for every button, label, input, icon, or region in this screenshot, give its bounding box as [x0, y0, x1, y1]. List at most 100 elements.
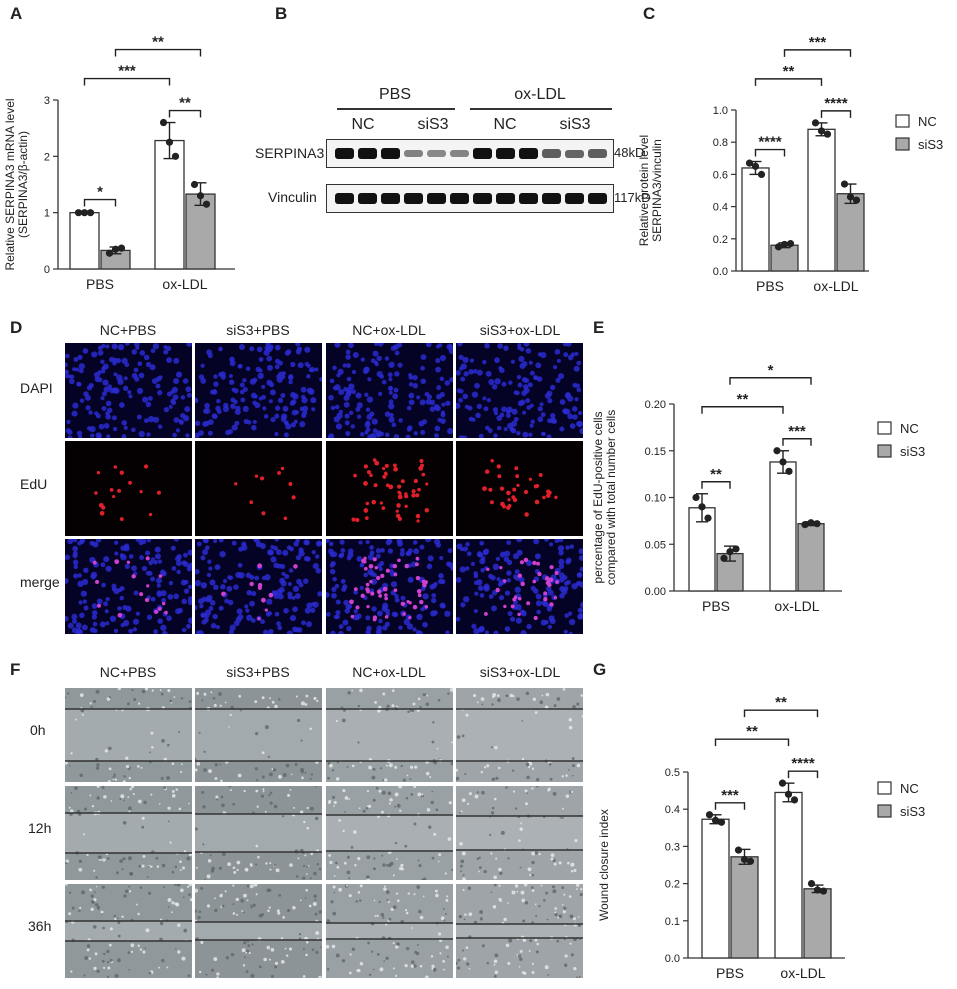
- edu-positive-cell: [146, 584, 150, 588]
- dapi-nucleus: [218, 372, 223, 377]
- cell-particle: [187, 974, 191, 978]
- dapi-nucleus: [408, 372, 413, 378]
- dapi-nucleus: [118, 402, 125, 408]
- cell-particle: [94, 903, 99, 907]
- cell-particle: [524, 789, 528, 793]
- dapi-nucleus: [541, 600, 547, 606]
- cell-particle: [96, 969, 100, 973]
- cell-particle: [180, 771, 183, 774]
- blot-band: [427, 150, 446, 157]
- dapi-nucleus: [122, 605, 128, 611]
- dapi-nucleus: [578, 548, 583, 555]
- edu-positive-cell: [363, 464, 368, 469]
- cell-particle: [173, 696, 176, 699]
- cell-particle: [409, 765, 414, 769]
- edu-positive-cell: [400, 601, 406, 607]
- dapi-nucleus: [109, 615, 117, 622]
- dapi-nucleus: [431, 593, 437, 598]
- dapi-nucleus: [201, 612, 207, 618]
- dapi-nucleus: [237, 614, 244, 620]
- dapi-nucleus: [263, 629, 269, 634]
- edu-positive-cell: [400, 479, 405, 484]
- cell-particle: [299, 810, 304, 814]
- cell-particle: [362, 809, 366, 813]
- dapi-nucleus: [185, 433, 190, 438]
- wound-gap: [195, 709, 322, 761]
- cell-particle: [468, 792, 472, 796]
- cell-particle: [68, 891, 72, 894]
- edu-positive-cell: [363, 481, 368, 486]
- cell-particle: [142, 950, 146, 954]
- edu-positive-cell: [114, 559, 120, 565]
- cell-particle: [232, 866, 236, 870]
- dapi-nucleus: [473, 628, 480, 634]
- dapi-nucleus: [436, 393, 442, 400]
- edu-col-label-2: siS3+PBS: [226, 322, 290, 338]
- cell-particle: [289, 863, 293, 867]
- dapi-nucleus: [548, 542, 554, 547]
- cell-particle: [79, 693, 84, 697]
- dapi-nucleus: [67, 539, 74, 545]
- dapi-nucleus: [458, 354, 464, 360]
- cell-particle: [521, 719, 524, 722]
- edu-positive-cell: [350, 614, 355, 619]
- blot-band: [404, 193, 423, 204]
- cell-particle: [143, 800, 147, 805]
- cell-particle: [302, 864, 306, 868]
- cell-particle: [281, 815, 285, 818]
- cell-particle: [503, 917, 507, 922]
- cell-particle: [200, 886, 204, 890]
- dapi-nucleus: [445, 630, 450, 634]
- edu-positive-cell: [483, 612, 488, 616]
- edu-positive-cell: [414, 562, 419, 567]
- cell-particle: [494, 970, 499, 974]
- cell-particle: [247, 944, 251, 947]
- cell-particle: [392, 905, 397, 910]
- cell-particle: [568, 717, 573, 722]
- dapi-nucleus: [493, 433, 498, 438]
- cell-particle: [382, 916, 385, 919]
- dapi-nucleus: [177, 607, 183, 614]
- chart-c-legend-nc-label: NC: [918, 114, 937, 129]
- chart-a-significance-bracket: [114, 48, 202, 57]
- cell-particle: [456, 768, 459, 772]
- dapi-nucleus: [483, 406, 489, 412]
- dapi-nucleus: [282, 405, 289, 412]
- dapi-nucleus: [238, 572, 245, 579]
- cell-particle: [525, 762, 530, 767]
- cell-particle: [198, 910, 202, 914]
- dapi-nucleus: [173, 378, 180, 384]
- dapi-nucleus: [79, 398, 85, 403]
- chart-g-xtick-label: ox-LDL: [780, 965, 825, 981]
- cell-particle: [434, 761, 437, 765]
- dapi-nucleus: [535, 600, 542, 607]
- cell-particle: [113, 914, 116, 918]
- wound-row-label-0h: 0h: [30, 722, 46, 738]
- cell-particle: [86, 944, 91, 948]
- cell-particle: [465, 713, 469, 717]
- cell-particle: [128, 968, 131, 971]
- cell-particle: [347, 691, 351, 695]
- dapi-nucleus: [351, 389, 357, 395]
- cell-particle: [113, 773, 116, 776]
- dapi-nucleus: [100, 359, 105, 365]
- dapi-nucleus: [310, 397, 317, 404]
- dapi-nucleus: [188, 562, 192, 568]
- dapi-nucleus: [297, 362, 304, 369]
- edu-positive-cell: [382, 586, 388, 592]
- dapi-nucleus: [184, 406, 191, 413]
- edu-positive-cell: [384, 593, 388, 597]
- chart-g-data-point: [746, 857, 755, 865]
- edu-positive-cell: [388, 484, 394, 490]
- chart-e-y-axis-label: percentage of EdU-positive cellscompared…: [591, 410, 618, 585]
- cell-particle: [120, 794, 125, 799]
- cell-particle: [198, 970, 202, 974]
- dapi-nucleus: [214, 564, 221, 571]
- dapi-nucleus: [204, 617, 209, 623]
- dapi-nucleus: [114, 540, 119, 545]
- edu-positive-cell: [376, 575, 381, 581]
- dapi-nucleus: [210, 622, 217, 629]
- cell-particle: [307, 865, 310, 867]
- chart-g-legend-nc-label: NC: [900, 781, 919, 796]
- chart-c-xtick-label: PBS: [756, 278, 784, 294]
